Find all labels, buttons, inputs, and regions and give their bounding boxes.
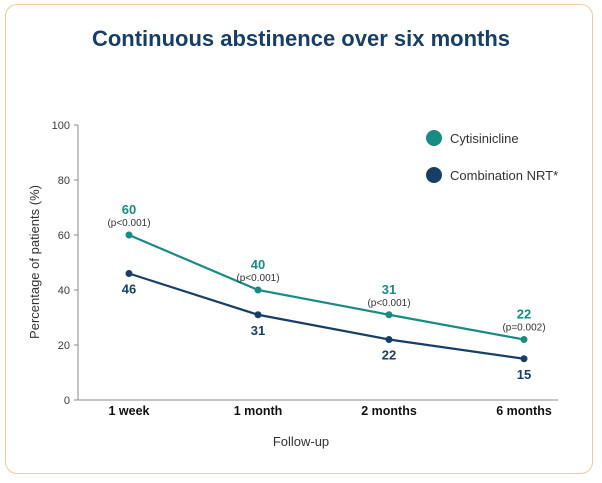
- legend-label-combination-nrt: Combination NRT*: [450, 168, 558, 183]
- data-point: [125, 231, 133, 239]
- y-axis-label: Percentage of patients (%): [27, 185, 42, 339]
- x-tick-label: 1 month: [234, 404, 283, 418]
- y-ticks: 0 20 40 60 80 100: [52, 120, 78, 407]
- legend-marker-combination-nrt: [426, 167, 442, 183]
- y-tick-label: 60: [58, 230, 70, 242]
- legend: Cytisinicline Combination NRT*: [426, 130, 558, 183]
- y-tick-label: 20: [58, 340, 70, 352]
- data-label: 22: [517, 307, 531, 322]
- data-point: [385, 336, 393, 343]
- data-label: 31: [382, 282, 396, 297]
- data-label: 15: [517, 367, 531, 382]
- series-line-1: [128, 272, 525, 360]
- y-tick-label: 40: [58, 285, 70, 297]
- y-tick-label: 100: [52, 120, 70, 132]
- legend-marker-cytisinicline: [426, 130, 442, 146]
- legend-label-cytisinicline: Cytisinicline: [450, 131, 519, 146]
- p-value-label: (p<0.001): [236, 273, 279, 284]
- data-point: [520, 355, 528, 363]
- data-point: [385, 311, 393, 319]
- y-tick-label: 80: [58, 175, 70, 187]
- p-value-label: (p=0.002): [502, 323, 545, 334]
- x-tick-label: 2 months: [361, 404, 417, 418]
- x-ticks: 1 week 1 month 2 months 6 months: [108, 404, 551, 418]
- series-group: 60(p<0.001)40(p<0.001)31(p<0.001)22(p=0.…: [107, 202, 545, 382]
- data-label: 31: [251, 323, 265, 338]
- x-tick-label: 1 week: [108, 404, 149, 418]
- data-label: 46: [122, 282, 136, 297]
- y-tick-label: 0: [64, 395, 70, 407]
- data-point: [125, 270, 133, 277]
- data-label: 60: [122, 202, 136, 217]
- series-line-0: [128, 233, 525, 341]
- chart-title: Continuous abstinence over six months: [91, 26, 511, 51]
- chart-card: [5, 4, 593, 474]
- x-axis-label: Follow-up: [273, 434, 329, 449]
- p-value-label: (p<0.001): [107, 218, 150, 229]
- p-value-label: (p<0.001): [367, 298, 410, 309]
- data-point: [254, 311, 262, 319]
- data-label: 22: [382, 348, 396, 363]
- data-point: [254, 286, 262, 294]
- data-point: [520, 336, 528, 343]
- data-label: 40: [251, 257, 265, 272]
- x-tick-label: 6 months: [496, 404, 552, 418]
